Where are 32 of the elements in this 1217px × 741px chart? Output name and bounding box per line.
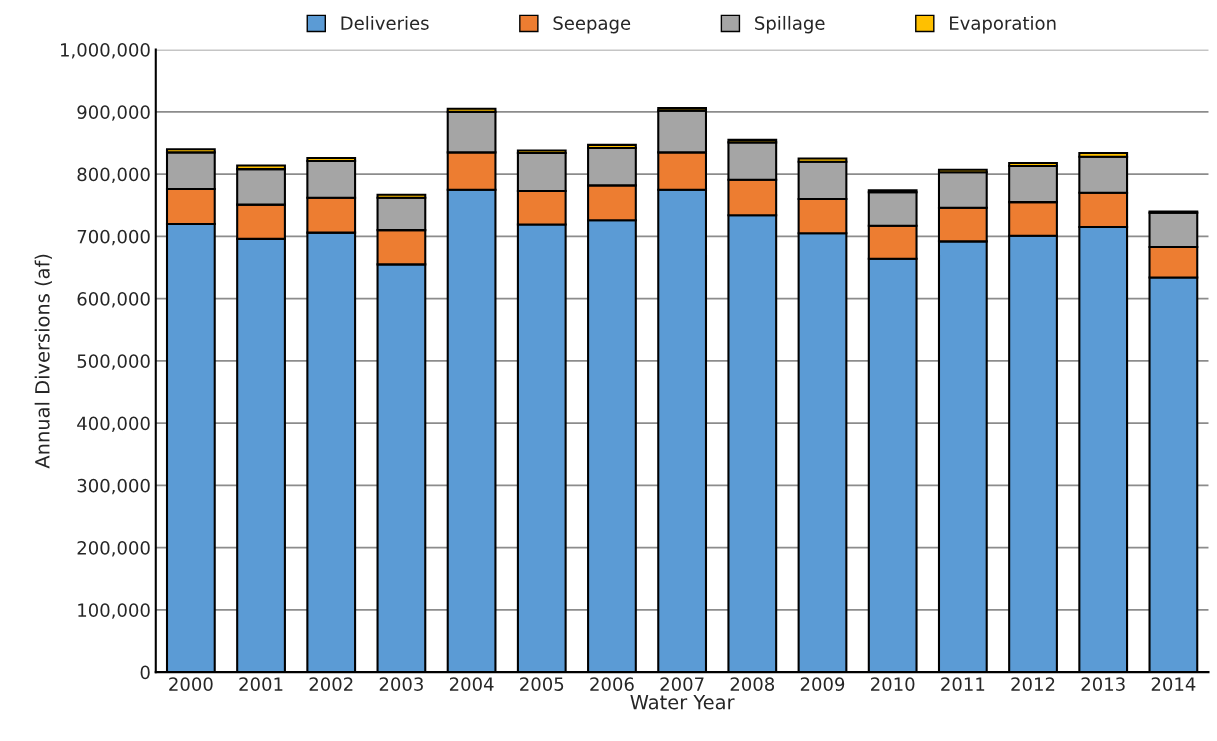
y-tick-label: 100,000 xyxy=(78,603,150,619)
x-axis-title: Water Year xyxy=(630,695,735,710)
x-tick-label: 2000 xyxy=(169,677,213,691)
x-tick-label: 2005 xyxy=(520,677,564,691)
y-tick-label: 800,000 xyxy=(77,167,150,184)
y-tick-label: 400,000 xyxy=(77,416,150,433)
y-tick-label: 200,000 xyxy=(77,541,150,557)
x-tick-label: 2006 xyxy=(590,677,634,691)
legend-label: Deliveries xyxy=(341,15,429,30)
x-tick-label: 2011 xyxy=(941,677,985,691)
x-tick-label: 2014 xyxy=(1151,677,1196,691)
x-tick-label: 2010 xyxy=(871,677,915,691)
x-tick-label: 2013 xyxy=(1081,677,1125,691)
y-tick-label: 600,000 xyxy=(77,292,150,308)
y-tick-label: 300,000 xyxy=(77,478,150,495)
legend-label: Seepage xyxy=(553,16,631,34)
y-tick-label: 0 xyxy=(140,665,150,680)
y-tick-label: 500,000 xyxy=(77,354,150,370)
x-tick-label: 2012 xyxy=(1011,677,1055,691)
x-tick-label: 2002 xyxy=(309,677,353,691)
x-tick-label: 2009 xyxy=(800,677,845,691)
legend-label: Spillage xyxy=(755,15,825,34)
y-tick-label: 900,000 xyxy=(77,105,150,121)
x-tick-label: 2008 xyxy=(730,677,775,691)
legend-label: Evaporation xyxy=(950,15,1056,34)
x-tick-label: 2003 xyxy=(379,677,423,691)
y-tick-label: 1,000,000 xyxy=(61,43,150,59)
y-tick-label: 700,000 xyxy=(77,229,150,246)
x-tick-label: 2001 xyxy=(239,677,283,691)
x-tick-label: 2007 xyxy=(660,677,704,691)
x-tick-label: 2004 xyxy=(449,677,494,691)
y-axis-title: Annual Diversions (af) xyxy=(34,254,52,469)
